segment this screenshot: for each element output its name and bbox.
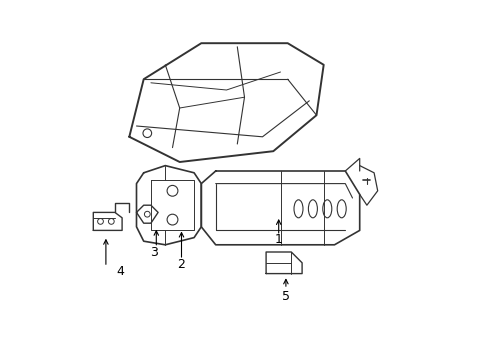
Text: 4: 4 [116, 265, 124, 278]
Text: 1: 1 [274, 233, 282, 246]
Text: 5: 5 [281, 291, 289, 303]
Text: 2: 2 [177, 258, 185, 271]
Text: 3: 3 [150, 246, 158, 258]
